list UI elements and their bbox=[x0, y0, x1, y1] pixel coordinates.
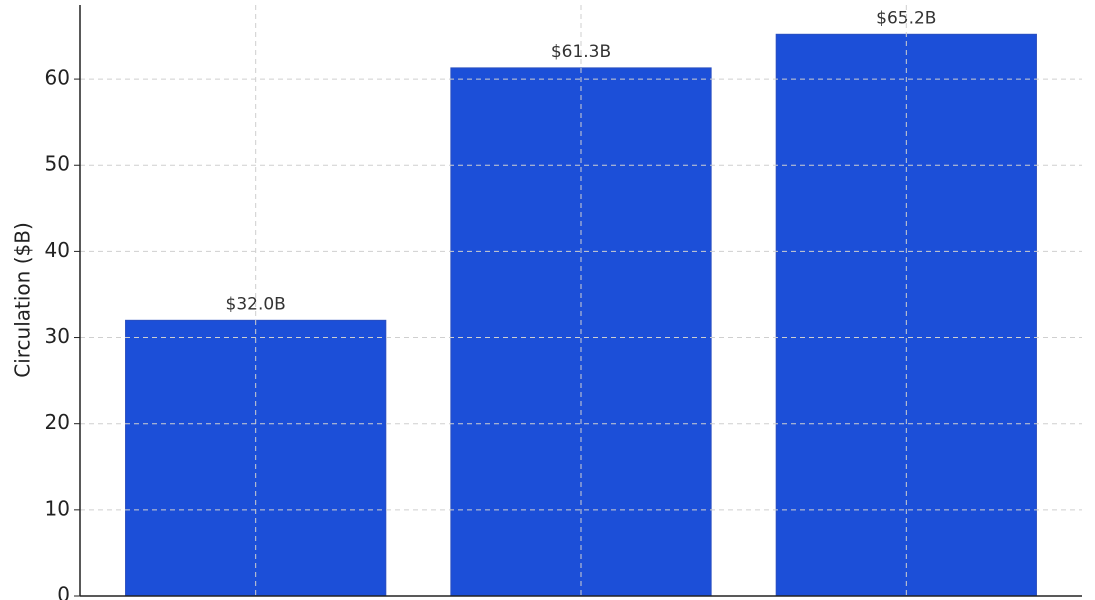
y-tick-label: 20 bbox=[45, 410, 70, 434]
y-axis-label: Circulation ($B) bbox=[11, 222, 35, 378]
y-tick-label: 50 bbox=[45, 152, 70, 176]
y-tick-label: 30 bbox=[45, 324, 70, 348]
y-tick-label: 10 bbox=[45, 496, 70, 520]
y-tick-label: 60 bbox=[45, 66, 70, 90]
y-tick-label: 0 bbox=[57, 583, 70, 600]
y-tick-label: 40 bbox=[45, 238, 70, 262]
